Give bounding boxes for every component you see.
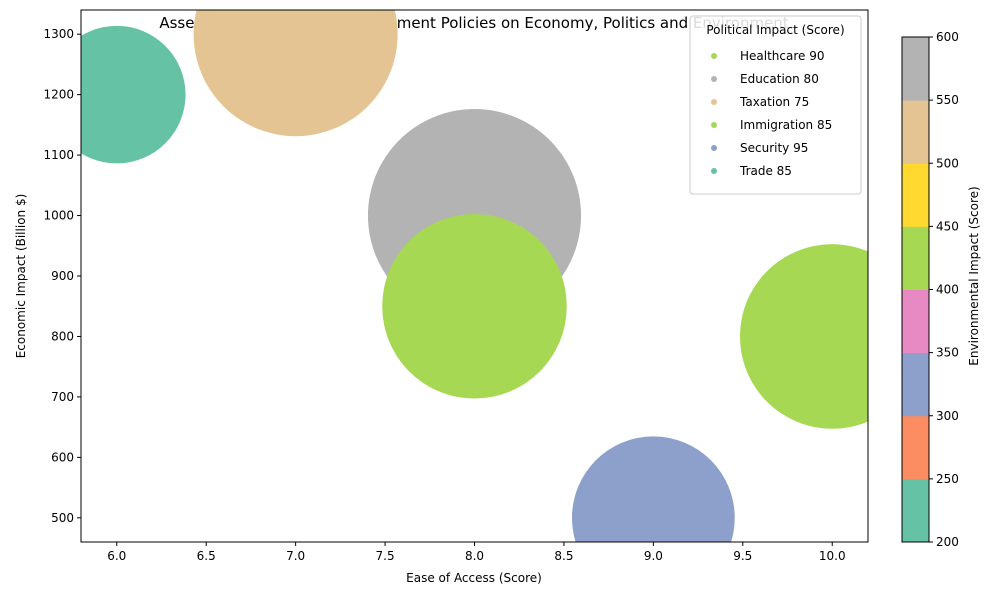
colorbar-segment (902, 100, 929, 164)
legend-marker (711, 122, 717, 128)
y-tick-label: 1200 (43, 88, 74, 102)
legend-label: Healthcare 90 (740, 49, 825, 63)
colorbar-tick-label: 550 (936, 93, 959, 107)
bubble-healthcare (739, 244, 868, 429)
y-tick-label: 600 (51, 450, 74, 464)
y-tick-label: 1000 (43, 209, 74, 223)
legend-label: Trade 85 (739, 164, 792, 178)
bubble-security (572, 436, 735, 542)
y-tick-label: 700 (51, 390, 74, 404)
x-axis: 6.0 6.5 7.0 7.5 8.0 8.5 9.0 9.5 10.0 (107, 542, 846, 563)
y-tick-label: 500 (51, 511, 74, 525)
legend-marker (711, 76, 717, 82)
x-tick-label: 7.0 (286, 549, 305, 563)
legend-label: Taxation 75 (739, 95, 809, 109)
x-tick-label: 8.5 (554, 549, 573, 563)
y-tick-label: 1100 (43, 148, 74, 162)
colorbar-segment (902, 352, 929, 417)
colorbar-tick-label: 600 (936, 30, 959, 44)
colorbar-segment (902, 163, 929, 227)
colorbar-segment (902, 37, 929, 101)
colorbar-tick-label: 450 (936, 219, 959, 233)
colorbar-segment (902, 478, 929, 543)
x-tick-label: 8.0 (465, 549, 484, 563)
y-tick-label: 900 (51, 269, 74, 283)
legend-title: Political Impact (Score) (706, 23, 844, 37)
x-tick-label: 10.0 (819, 549, 846, 563)
colorbar-tick-label: 350 (936, 346, 959, 360)
legend: Political Impact (Score) Healthcare 90 Edu… (689, 15, 862, 195)
colorbar-tick-label: 200 (936, 535, 959, 549)
colorbar-title: Environmental Impact (Score) (967, 186, 981, 365)
x-tick-label: 9.5 (733, 549, 752, 563)
y-tick-label: 1300 (43, 27, 74, 41)
x-tick-label: 6.5 (197, 549, 216, 563)
colorbar-segment (902, 226, 929, 290)
plot-frame (80, 9, 869, 543)
legend-marker (711, 53, 717, 59)
y-axis-title: Economic Impact (Billion $) (14, 194, 28, 359)
colorbar-tick-label: 500 (936, 156, 959, 170)
legend-label: Security 95 (740, 141, 808, 155)
x-tick-label: 6.0 (107, 549, 126, 563)
colorbar-tick-label: 400 (936, 283, 959, 297)
legend-label: Education 80 (740, 72, 819, 86)
bubble-taxation (193, 10, 398, 137)
legend-marker (711, 145, 717, 151)
bubble-layer (81, 10, 868, 542)
y-axis: 500 600 700 800 900 1000 1100 1200 1300 (43, 27, 81, 525)
legend-box (689, 15, 862, 195)
colorbar-tick-label: 300 (936, 409, 959, 423)
bubble-trade (81, 25, 186, 164)
x-tick-label: 9.0 (644, 549, 663, 563)
bubble-immigration (382, 213, 567, 399)
colorbar: 200 250 300 350 400 450 500 550 600 (901, 30, 959, 549)
y-tick-label: 800 (51, 329, 74, 343)
x-tick-label: 7.5 (376, 549, 395, 563)
x-axis-title: Ease of Access (Score) (406, 571, 542, 585)
legend-marker (711, 168, 717, 174)
legend-label: Immigration 85 (740, 118, 832, 132)
legend-marker (711, 99, 717, 105)
colorbar-tick-label: 250 (936, 472, 959, 486)
colorbar-segment (902, 415, 929, 480)
colorbar-segment (902, 289, 929, 354)
